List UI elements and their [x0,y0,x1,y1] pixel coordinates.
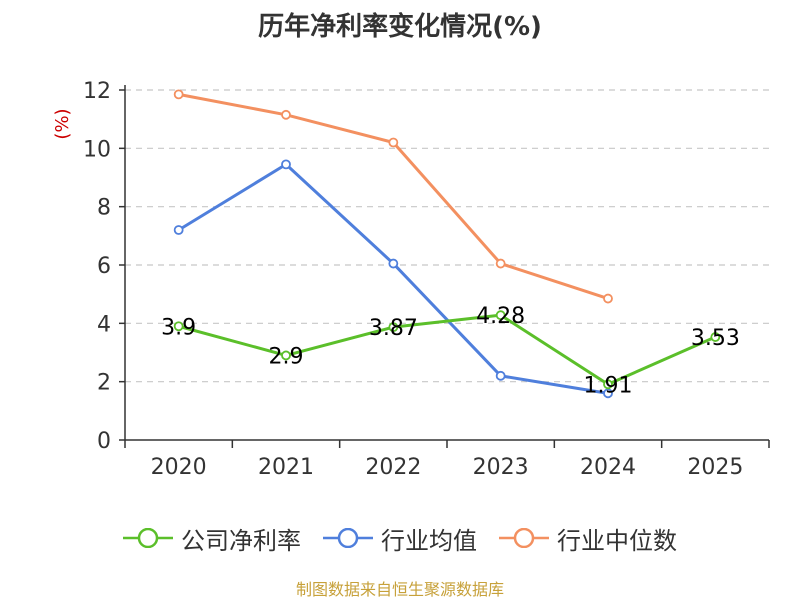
series-1-point-2021 [281,159,291,170]
series-1-point-2024 [603,388,613,399]
data-label-2023: 4.28 [476,304,525,329]
y-tick-label-0: 0 [97,429,111,454]
y-axis-label: (%) [52,108,73,139]
series-0-point-2020 [173,321,184,332]
data-label-2022: 3.87 [369,316,418,341]
legend-swatch-marker-2 [513,528,535,548]
y-tick-label-6: 6 [97,254,111,279]
series-0-point-2021 [281,350,291,361]
grid-layer [125,89,769,383]
series-0-point-2025 [710,332,721,342]
x-tick-label-2021: 2021 [258,455,314,480]
x-tick-label-2022: 2022 [365,455,421,480]
y-tick-label-10: 10 [83,137,111,162]
data-label-2020: 3.9 [161,315,196,340]
y-tick-label-4: 4 [97,312,111,337]
legend: 公司净利率 行业均值 行业中位数 [0,518,800,558]
x-tick-label-2025: 2025 [687,455,743,480]
y-tick-label-2: 2 [97,371,111,396]
series-2-point-2022 [388,137,399,148]
series-layer [173,89,721,399]
series-1-point-2023 [495,370,506,381]
series-0-point-2023 [495,310,506,321]
axis-layer: 0 2 4 6 8 10 12 (%) 2020 2021 2022 2023 2024 2025 [52,79,770,480]
legend-swatch-marker-1 [337,528,359,548]
legend-label-0: 公司净利率 [181,526,301,555]
series-1-point-2020 [173,225,184,235]
series-2-point-2023 [495,258,506,269]
data-label-2025: 3.53 [691,326,740,351]
y-tick-label-8: 8 [97,196,111,221]
series-0-point-2024 [603,379,613,390]
label-layer: 3.9 2.9 3.87 4.28 1.91 3.53 [161,304,740,398]
x-tick-label-2024: 2024 [580,455,636,480]
series-0-point-2022 [388,322,399,333]
legend-label-1: 行业均值 [381,526,477,555]
series-2-point-2021 [281,109,291,120]
series-line-0 [178,313,716,386]
series-1-point-2022 [388,258,399,269]
legend-item-1[interactable]: 行业均值 [323,521,477,556]
legend-label-2: 行业中位数 [557,526,677,555]
legend-swatch-0 [123,528,173,548]
series-2-point-2020 [173,89,184,100]
data-label-2024: 1.91 [584,373,633,398]
y-tick-label-12: 12 [83,79,111,104]
legend-swatch-2 [499,528,549,548]
legend-swatch-marker-0 [137,528,159,548]
series-2-point-2024 [603,293,613,304]
legend-item-2[interactable]: 行业中位数 [499,521,677,556]
x-tick-label-2023: 2023 [473,455,529,480]
chart-title: 历年净利率变化情况(%) [258,12,542,42]
legend-item-0[interactable]: 公司净利率 [123,521,301,556]
legend-swatch-1 [323,528,373,548]
source-footer: 制图数据来自恒生聚源数据库 [295,580,504,599]
x-tick-label-2020: 2020 [151,455,207,480]
data-label-2021: 2.9 [269,344,304,369]
